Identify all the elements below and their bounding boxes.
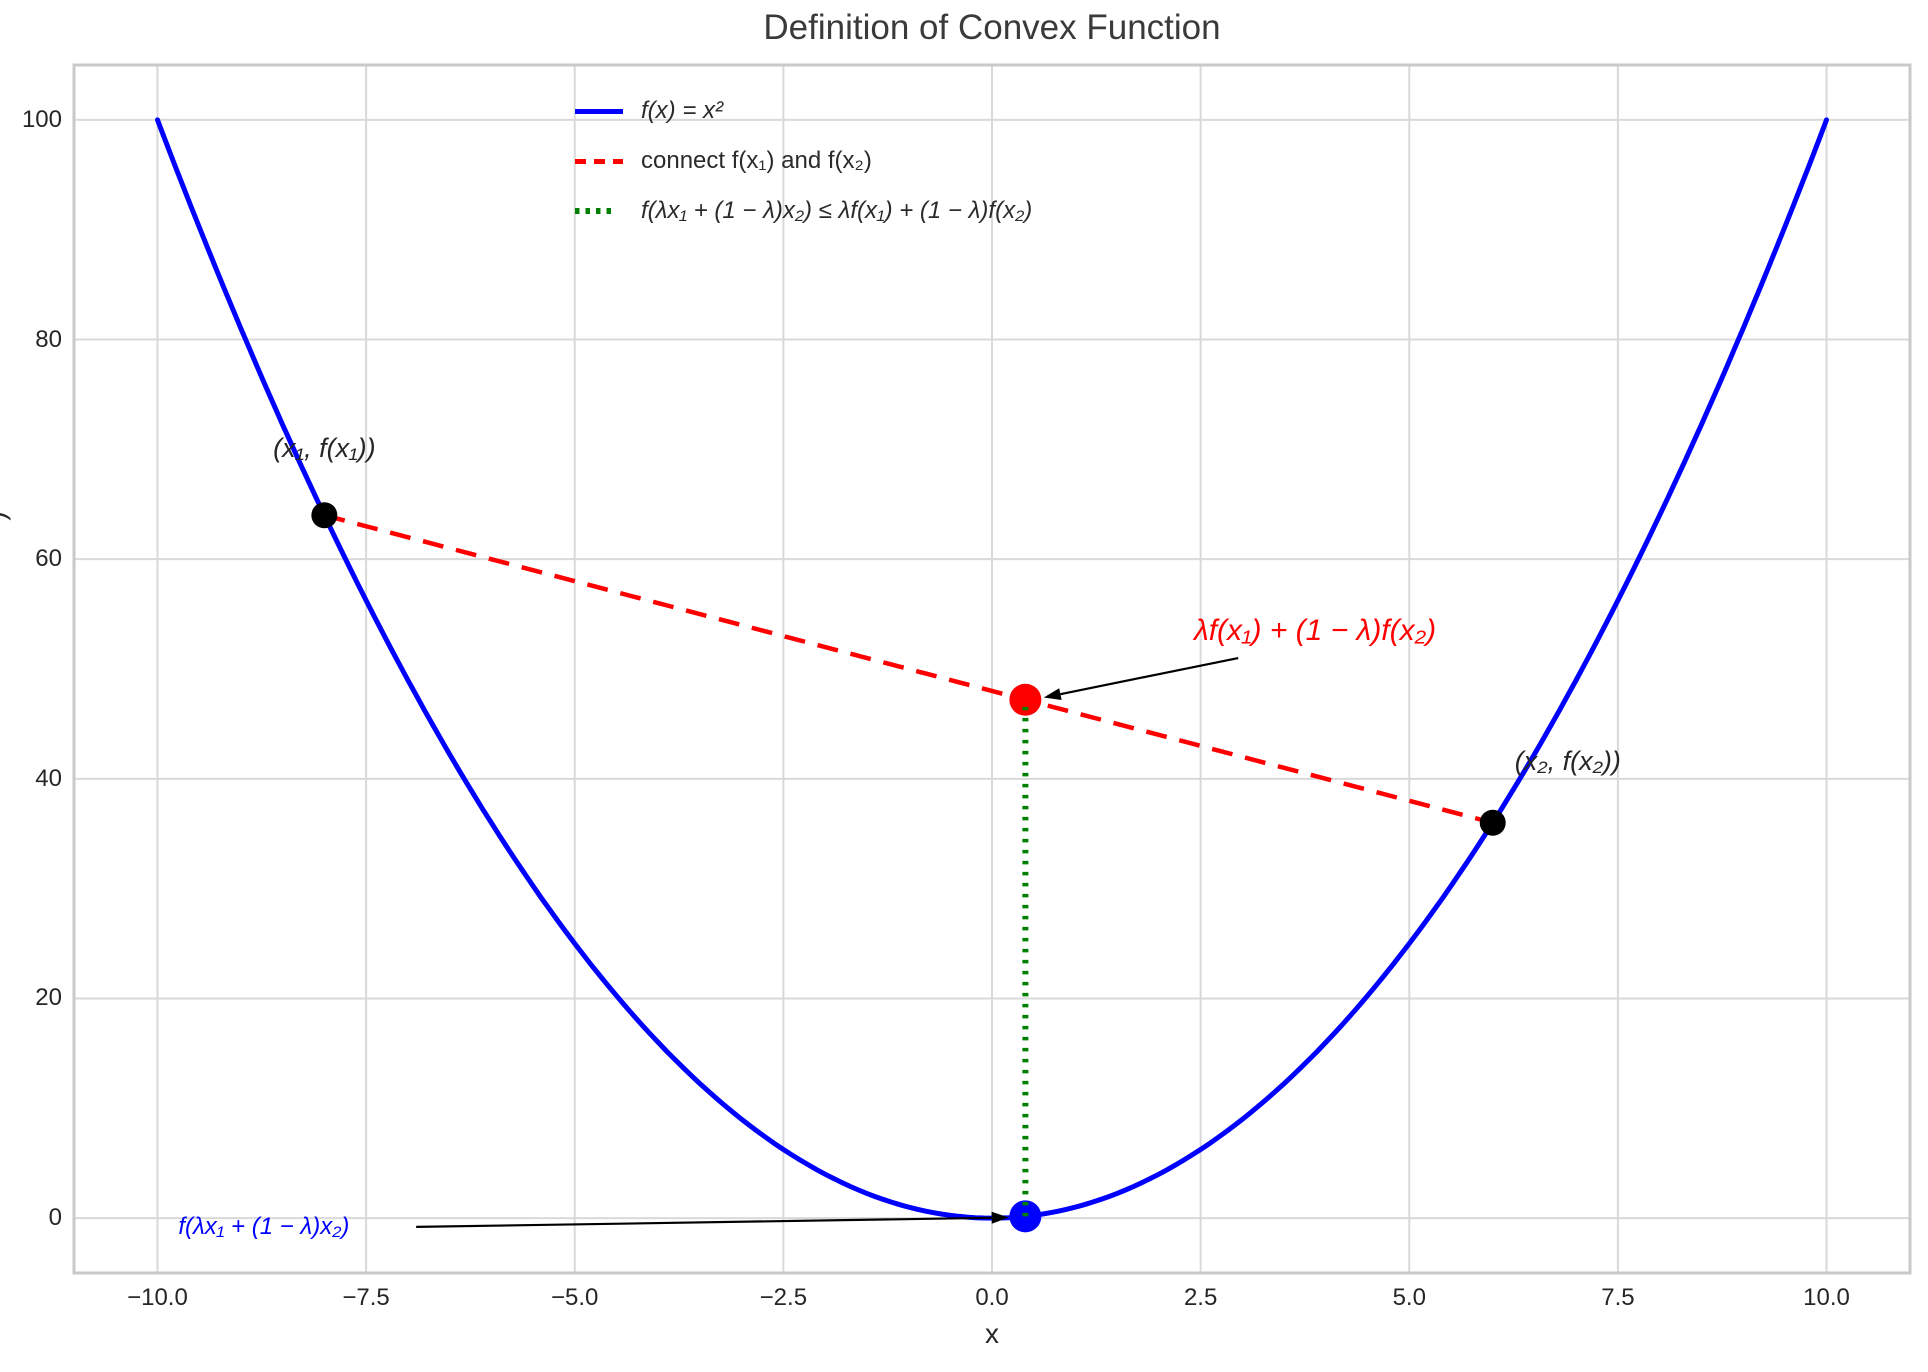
y-tick-label: 60 [35, 545, 62, 573]
annotation-arrowhead [1043, 688, 1062, 701]
x-tick-label: −2.5 [759, 1284, 808, 1311]
legend-label: f(λx₁ + (1 − λ)x₂) ≤ λf(x₁) + (1 − λ)f(x… [641, 197, 1033, 224]
x-tick-label: 2.5 [1183, 1284, 1218, 1311]
legend-entry-curve: f(x) = x² [575, 94, 1032, 128]
legend-entry-inequality: f(λx₁ + (1 − λ)x₂) ≤ λf(x₁) + (1 − λ)f(x… [575, 194, 1032, 228]
data-point [311, 502, 338, 529]
annotation-arrow [416, 1216, 992, 1228]
annotation-x2-point-label: (x₂, f(x₂)) [1514, 745, 1621, 776]
legend: f(x) = x² connect f(x₁) and f(x₂) f(λx₁ … [575, 94, 1032, 244]
legend-entry-chord: connect f(x₁) and f(x₂) [575, 144, 1032, 178]
chart-title: Definition of Convex Function [763, 8, 1221, 47]
y-tick-label: 0 [48, 1204, 62, 1232]
annotation-function-value-label: f(λx₁ + (1 − λ)x₂) [178, 1212, 350, 1240]
annotation-arrowhead [991, 1211, 1009, 1224]
annotation-x1-point-label: (x₁, f(x₁)) [273, 432, 376, 463]
annotation-chord-value-label: λf(x₁) + (1 − λ)f(x₂) [1193, 614, 1437, 648]
legend-dashed-line-swatch [575, 158, 623, 164]
x-axis-label: x [985, 1318, 999, 1349]
data-point [1009, 683, 1042, 716]
y-axis-label-fragment: ) [0, 511, 12, 520]
x-tick-label: 7.5 [1601, 1284, 1635, 1311]
x-tick-label: 5.0 [1392, 1284, 1426, 1311]
x-tick-label: −10.0 [127, 1284, 188, 1311]
legend-solid-line-swatch [575, 108, 623, 114]
chord-line [323, 513, 1494, 825]
y-tick-label: 40 [35, 764, 62, 792]
x-tick-label: −7.5 [342, 1284, 390, 1311]
x-tick-label: 10.0 [1803, 1284, 1850, 1311]
legend-label: connect f(x₁) and f(x₂) [641, 147, 872, 174]
x-tick-label: 0.0 [975, 1284, 1009, 1311]
y-tick-label: 20 [35, 984, 62, 1012]
legend-dotted-line-swatch [575, 208, 617, 214]
legend-label: f(x) = x² [641, 97, 723, 124]
y-tick-label: 80 [35, 325, 62, 353]
axes-border [72, 63, 1912, 1275]
data-point [1479, 809, 1506, 836]
annotation-arrow [1060, 656, 1239, 696]
x-tick-label: −5.0 [551, 1284, 599, 1311]
y-tick-label: 100 [21, 105, 62, 133]
